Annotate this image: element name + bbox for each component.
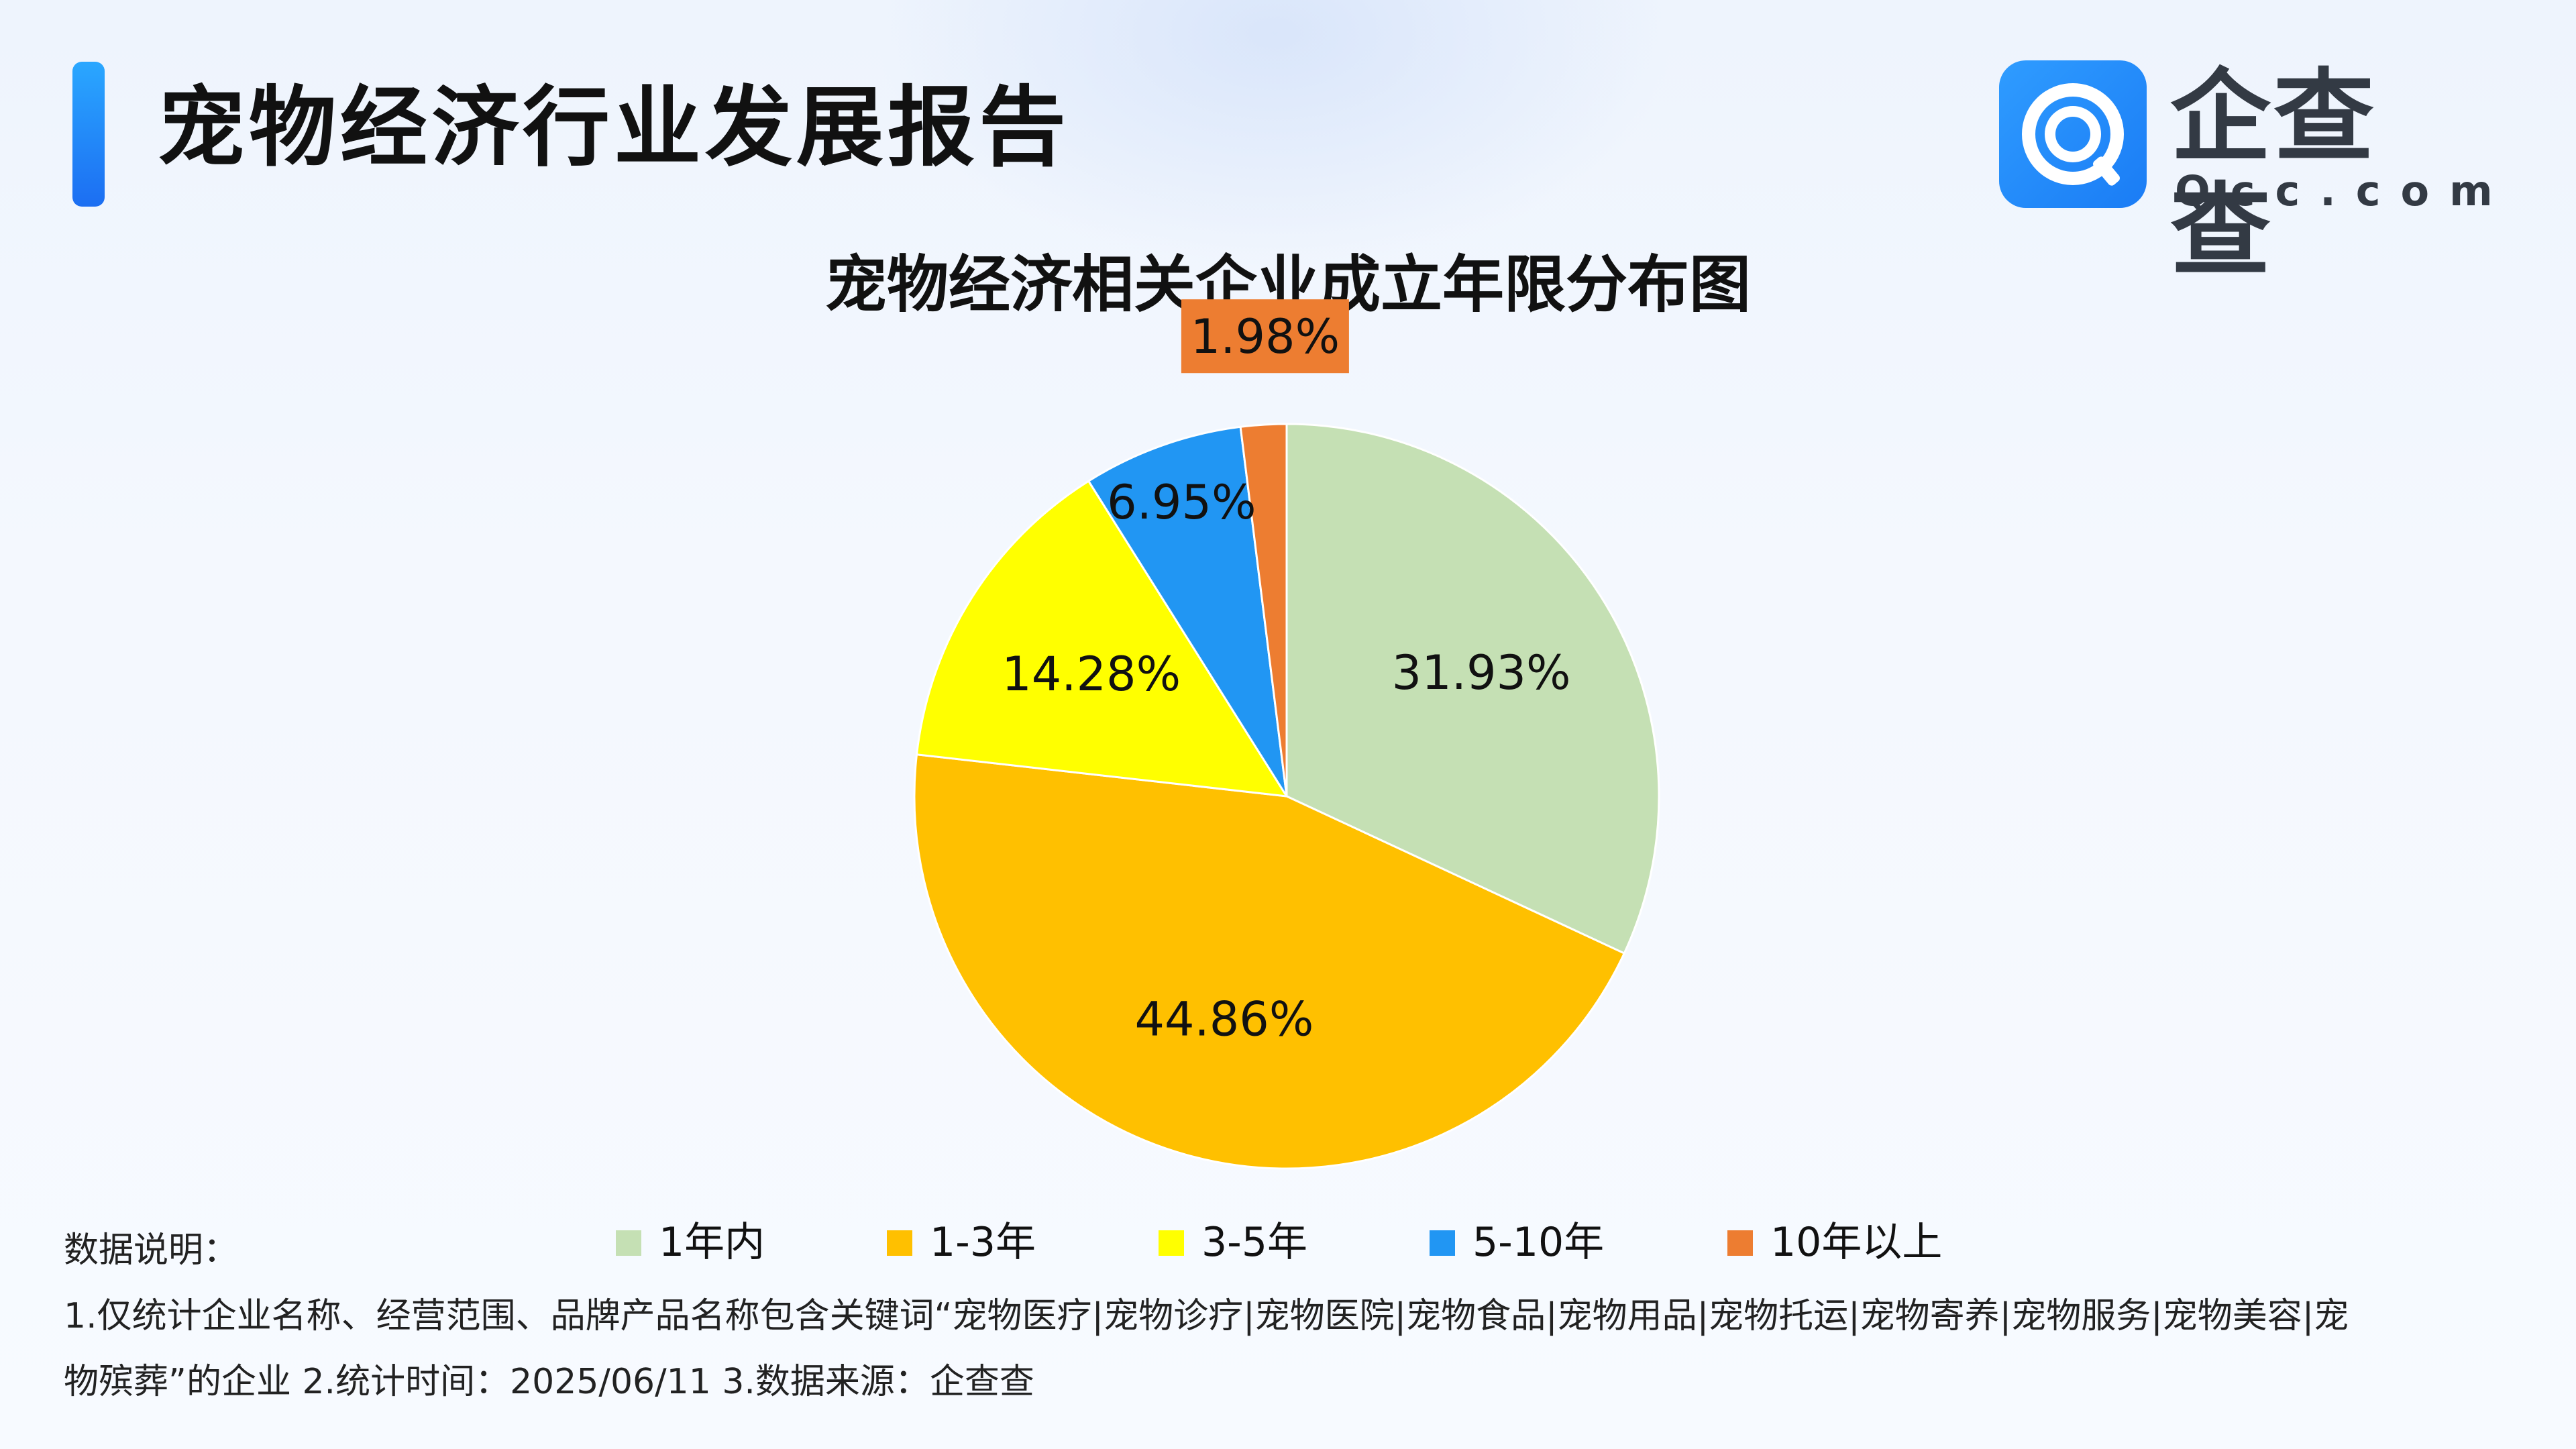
pie-slice-within-1-year [1285,423,1660,955]
legend-label: 10年以上 [1770,1219,1943,1266]
data-notes: 数据说明： 1.仅统计企业名称、经营范围、品牌产品名称包含关键词“宠物医疗|宠物… [64,1218,2512,1415]
notes-line-2: 物殡葬”的企业 2.统计时间：2025/06/11 3.数据来源：企查查 [64,1362,1034,1402]
pie-slice-3-to-5-years [915,480,1289,798]
report-title: 宠物经济行业发展报告 [158,76,1071,178]
legend-swatch [1430,1230,1455,1256]
slice-label-5-to-10-years: 6.95% [1107,475,1256,530]
brand-domain: Qcc.com [2175,166,2513,215]
slice-label-1-to-3-years: 44.86% [1134,991,1313,1046]
legend-label: 5-10年 [1472,1219,1605,1266]
legend-swatch [887,1230,912,1256]
pie-slice-5-to-10-years [1087,425,1288,797]
qcc-logo-icon [1999,60,2147,208]
slice-label-3-to-5-years: 14.28% [1002,647,1181,702]
notes-heading: 数据说明： [64,1230,239,1271]
legend-swatch [1727,1230,1753,1256]
legend-label: 1-3年 [930,1219,1036,1266]
brand-name: 企查查 [2170,59,2377,290]
slice-label-within-1-year: 31.93% [1392,645,1571,700]
notes-line-1: 1.仅统计企业名称、经营范围、品牌产品名称包含关键词“宠物医疗|宠物诊疗|宠物医… [64,1296,2349,1336]
legend-label: 1年内 [659,1219,765,1266]
pie-slice-1-to-3-years [913,753,1626,1170]
slice-label-box-over-10-years [1181,299,1349,374]
brand-logo: 企查查 Qcc.com [1999,60,2493,288]
title-accent-bar [72,62,105,207]
legend-swatch [1159,1230,1184,1256]
slice-label-over-10-years: 1.98% [1191,309,1340,364]
legend-label: 3-5年 [1201,1219,1307,1266]
pie-slice-over-10-years [1239,423,1288,797]
legend-swatch [616,1230,641,1256]
